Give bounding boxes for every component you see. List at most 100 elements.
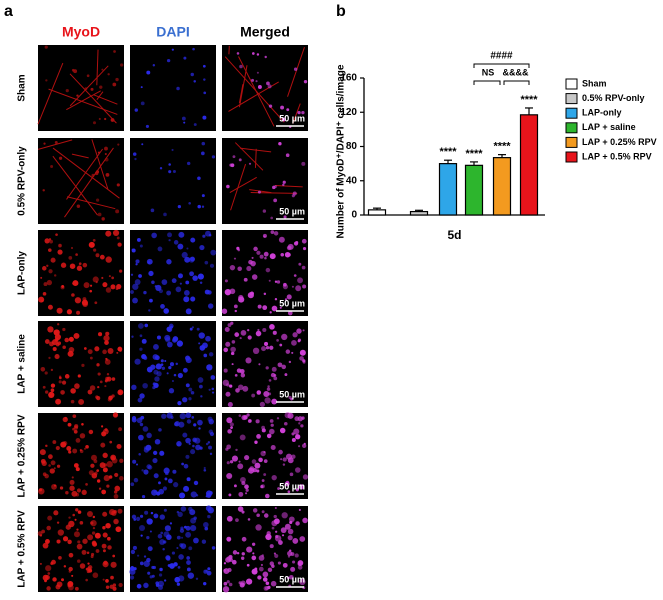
cell — [153, 513, 158, 518]
cell — [77, 544, 83, 550]
cell — [106, 461, 112, 467]
cell — [207, 567, 210, 570]
cell — [131, 566, 133, 568]
cell — [93, 527, 95, 529]
cell — [119, 391, 122, 394]
cell — [212, 546, 216, 550]
column-header: Merged — [240, 24, 290, 40]
cell — [137, 555, 139, 557]
cell — [226, 185, 230, 189]
cell — [135, 108, 138, 111]
cell — [274, 515, 277, 518]
cell — [229, 583, 233, 587]
cell — [303, 329, 305, 331]
cell — [182, 397, 187, 402]
cell — [229, 384, 232, 387]
cell — [109, 275, 111, 277]
cell — [172, 380, 174, 382]
cell — [273, 331, 277, 335]
cell — [72, 428, 75, 431]
cell — [87, 511, 93, 517]
cell — [143, 355, 147, 359]
cell — [242, 537, 247, 542]
cell — [186, 556, 190, 560]
cell — [288, 535, 293, 540]
cell — [252, 552, 254, 554]
cell — [163, 308, 169, 314]
cell — [43, 292, 47, 296]
cell — [286, 108, 289, 111]
cell — [141, 102, 145, 106]
cell — [237, 552, 239, 554]
cell — [134, 359, 140, 365]
cell — [70, 480, 75, 485]
cell — [222, 308, 227, 313]
cell — [256, 513, 260, 517]
cell — [281, 334, 287, 340]
cell — [241, 330, 247, 336]
cell — [210, 250, 216, 256]
cell — [190, 297, 195, 302]
cell — [91, 174, 94, 177]
cell — [143, 291, 146, 294]
cell — [137, 238, 141, 242]
cell — [119, 459, 123, 463]
cell — [66, 446, 71, 451]
cell — [134, 478, 139, 483]
cell — [72, 514, 75, 517]
cell — [167, 372, 169, 374]
cell — [252, 543, 255, 546]
cell — [133, 546, 137, 550]
cell — [80, 563, 85, 568]
cell — [152, 575, 155, 578]
cell — [198, 342, 200, 344]
cell — [263, 391, 269, 397]
cell — [107, 537, 111, 541]
cell — [290, 567, 295, 572]
cell — [140, 245, 143, 248]
significance: NS — [482, 67, 495, 77]
cell — [199, 245, 204, 250]
cell — [82, 550, 87, 555]
bar — [466, 165, 483, 215]
cell — [188, 388, 192, 392]
significance: #### — [490, 51, 513, 62]
cell — [57, 308, 63, 314]
cell — [72, 476, 74, 478]
cell — [173, 170, 176, 173]
cell — [224, 369, 228, 373]
cell — [211, 375, 216, 380]
cell — [138, 323, 144, 329]
cell — [298, 560, 304, 566]
cell — [104, 118, 106, 120]
cell — [202, 194, 205, 197]
cell — [245, 492, 247, 494]
cell — [144, 447, 149, 452]
cell — [240, 369, 245, 374]
cell — [254, 441, 257, 444]
cell — [274, 185, 277, 188]
cell — [101, 217, 104, 220]
cell — [174, 577, 180, 583]
cell — [233, 155, 236, 158]
cell — [43, 143, 45, 145]
cell — [240, 434, 246, 440]
cell — [41, 367, 46, 372]
cell — [97, 386, 99, 388]
cell — [115, 526, 121, 532]
cell — [180, 529, 184, 533]
cell — [132, 298, 138, 304]
cell — [251, 556, 256, 561]
cell — [279, 237, 285, 243]
cell — [183, 57, 186, 60]
legend-swatch — [566, 123, 577, 133]
cell — [204, 467, 206, 469]
cell — [146, 536, 149, 539]
cell — [183, 296, 189, 302]
cell — [242, 552, 245, 555]
cell — [240, 581, 245, 586]
cell — [155, 439, 161, 445]
cell — [162, 548, 164, 550]
cell — [234, 484, 237, 487]
cell — [61, 578, 64, 581]
